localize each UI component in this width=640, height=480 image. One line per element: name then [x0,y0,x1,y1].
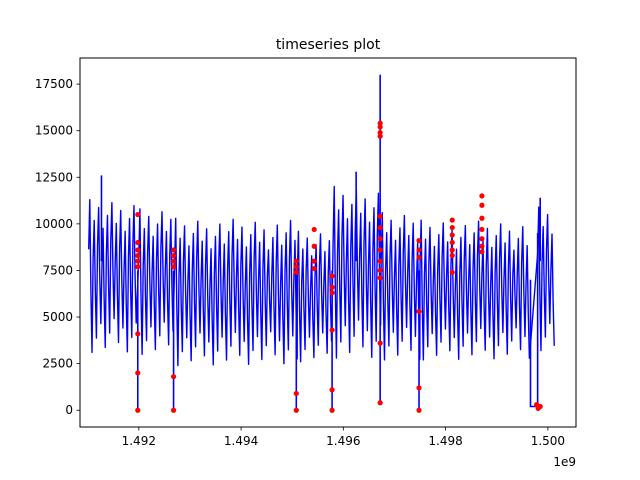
anomaly-marker [377,124,383,130]
anomaly-marker [449,232,455,238]
anomaly-marker [377,275,383,281]
anomaly-marker [135,264,141,270]
x-tick-label: 1.496 [326,434,360,448]
anomaly-marker [449,224,455,231]
anomaly-marker [449,239,455,246]
anomaly-marker [170,252,177,259]
anomaly-marker [377,213,383,220]
anomaly-marker [377,120,383,126]
y-tick-label: 10000 [35,217,73,231]
anomaly-marker [170,374,177,380]
anomaly-marker [479,202,485,208]
anomaly-marker [479,236,485,242]
anomaly-marker [170,264,177,270]
anomaly-marker [377,129,383,136]
x-tick-label: 1.494 [224,434,258,448]
plot-frame [79,57,577,428]
x-tick-label: 1.498 [428,434,462,448]
marker-layer [135,120,543,413]
anomaly-marker [329,290,335,296]
anomaly-marker [416,238,422,244]
anomaly-marker [377,247,383,253]
y-axis: 0 2500 5000 7500 10000 12500 15000 17500 [35,77,80,417]
anomaly-marker [311,243,317,249]
anomaly-marker [135,247,141,253]
anomaly-marker [135,239,141,246]
anomaly-marker [135,211,141,218]
anomaly-marker [377,236,383,242]
series-line [87,185,555,367]
anomaly-marker [377,224,383,231]
anomaly-marker [449,252,455,259]
anomaly-marker [329,327,335,333]
y-tick-label: 12500 [35,170,73,184]
x-tick-label: 1.492 [122,434,156,448]
anomaly-marker [170,407,177,413]
anomaly-marker [537,403,543,410]
anomaly-marker [416,385,422,391]
anomaly-marker [311,226,317,233]
series-gap [529,233,539,408]
anomaly-marker [479,226,485,233]
anomaly-marker [449,269,455,275]
anomaly-marker [135,407,141,413]
anomaly-marker [170,258,177,264]
chart-title: timeseries plot [276,37,381,53]
y-tick-label: 0 [65,403,73,417]
anomaly-marker [377,340,383,346]
anomaly-marker [329,273,335,279]
anomaly-marker [293,264,299,270]
anomaly-marker [135,258,141,264]
anomaly-marker [135,331,141,337]
y-tick-label: 2500 [42,357,73,371]
anomaly-marker [293,269,299,275]
anomaly-marker [479,193,485,199]
anomaly-marker [416,308,422,315]
y-tick-label: 17500 [35,77,73,91]
y-tick-label: 7500 [42,263,73,277]
anomaly-marker [311,265,317,272]
anomaly-marker [479,243,485,249]
anomaly-marker [311,258,317,264]
x-tick-label: 1.500 [531,434,565,448]
anomaly-marker [416,254,422,261]
anomaly-marker [479,215,485,221]
anomaly-marker [449,217,455,223]
anomaly-marker [170,247,177,253]
anomaly-marker [329,284,335,290]
anomaly-marker [377,400,383,406]
anomaly-marker [416,247,422,253]
y-tick-label: 15000 [35,124,73,138]
anomaly-marker [329,387,335,393]
anomaly-marker [449,247,455,253]
anomaly-marker [377,258,383,264]
anomaly-marker [293,407,299,413]
anomaly-marker [135,370,141,376]
x-axis: 1.492 1.494 1.496 1.498 1.500 [122,427,565,448]
anomaly-marker [293,390,299,397]
anomaly-marker [329,407,335,413]
anomaly-marker [377,133,383,139]
series-layer [87,74,555,411]
anomaly-marker [416,407,422,413]
y-tick-label: 5000 [42,310,73,324]
anomaly-marker [479,249,485,255]
anomaly-marker [135,252,141,259]
x-offset-label: 1e9 [553,455,576,469]
anomaly-marker [377,267,383,274]
anomaly-marker [293,258,299,264]
